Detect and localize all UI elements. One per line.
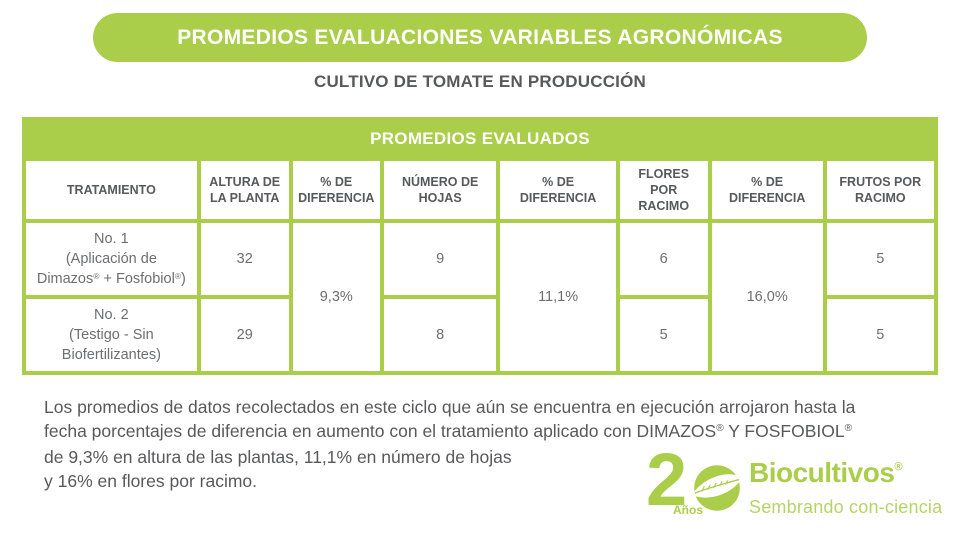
cell-frutos-2: 5	[826, 299, 934, 371]
cell-tratamiento-2: No. 2 (Testigo - Sin Biofertilizantes)	[26, 299, 197, 371]
col-header-diferencia-altura: % DE DIFERENCIA	[292, 161, 380, 219]
cell-flores-1: 6	[619, 223, 708, 295]
logo-anios-label: Años	[673, 503, 703, 517]
table-header-row: TRATAMIENTO ALTURA DE LA PLANTA % DE DIF…	[26, 161, 934, 219]
title-banner: PROMEDIOS EVALUACIONES VARIABLES AGRONÓM…	[93, 13, 867, 62]
cell-diferencia-altura: 9,3%	[292, 223, 380, 371]
table-row-tratamiento-2: No. 2 (Testigo - Sin Biofertilizantes) 29 …	[26, 299, 934, 371]
cell-altura-2: 29	[200, 299, 289, 371]
table-title: PROMEDIOS EVALUADOS	[26, 121, 934, 157]
cell-hojas-1: 9	[383, 223, 497, 295]
cell-diferencia-hojas: 11,1%	[500, 223, 616, 371]
cell-flores-2: 5	[619, 299, 708, 371]
col-header-flores: FLORES POR RACIMO	[619, 161, 708, 219]
cell-hojas-2: 8	[383, 299, 497, 371]
page-title: PROMEDIOS EVALUACIONES VARIABLES AGRONÓM…	[177, 25, 783, 49]
promedios-table: PROMEDIOS EVALUADOS TRATAMIENTO ALTURA D…	[22, 117, 938, 375]
registered-mark: ®	[894, 460, 903, 473]
logo-text: Biocultivos® Sembrando con-ciencia	[749, 457, 942, 517]
cell-tratamiento-1: No. 1 (Aplicación de Dimazos® + Fosfobiol®…	[26, 223, 197, 295]
biocultivos-logo: 2 Años Biocultivos® Sembrando con-cienci…	[646, 443, 946, 536]
col-header-hojas: NÚMERO DE HOJAS	[383, 161, 497, 219]
summary-paragraph: Los promedios de datos recolectados en e…	[44, 397, 856, 491]
leaf-circle-icon	[691, 465, 743, 511]
col-header-tratamiento: TRATAMIENTO	[26, 161, 197, 219]
cell-frutos-1: 5	[826, 223, 934, 295]
cell-altura-1: 32	[200, 223, 289, 295]
col-header-diferencia-hojas: % DE DIFERENCIA	[500, 161, 616, 219]
logo-brand-name: Biocultivos	[749, 457, 895, 488]
table-title-row: PROMEDIOS EVALUADOS	[26, 121, 934, 157]
col-header-frutos: FRUTOS POR RACIMO	[826, 161, 934, 219]
subtitle: CULTIVO DE TOMATE EN PRODUCCIÓN	[313, 72, 647, 91]
logo-tagline: Sembrando con-ciencia	[749, 497, 943, 517]
table-row-tratamiento-1: No. 1 (Aplicación de Dimazos® + Fosfobiol®…	[26, 223, 934, 371]
col-header-diferencia-flores: % DE DIFERENCIA	[711, 161, 823, 219]
cell-diferencia-flores: 16,0%	[711, 223, 823, 371]
logo-brand: Biocultivos®	[749, 457, 942, 495]
logo-20-number: 2	[646, 438, 687, 521]
col-header-altura: ALTURA DE LA PLANTA	[200, 161, 289, 219]
